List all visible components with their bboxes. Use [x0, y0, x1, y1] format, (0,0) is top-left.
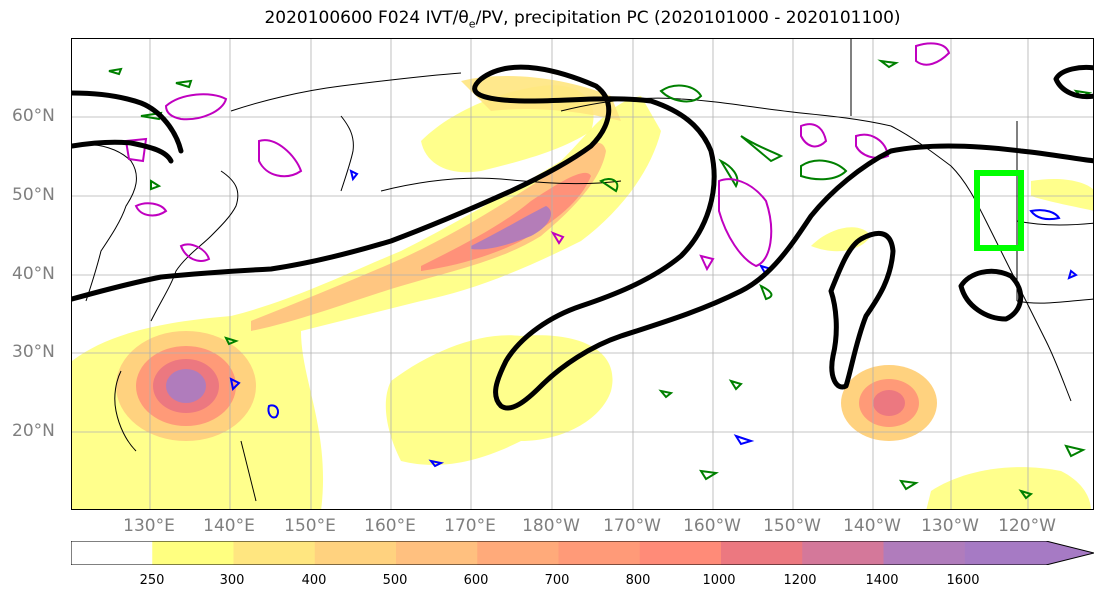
colorbar-tick-label: 400 [301, 573, 327, 588]
lon-label-170e: 170°E [444, 516, 496, 536]
colorbar-segment [477, 541, 559, 565]
map-gridlines [72, 39, 1093, 509]
colorbar-segment [964, 541, 1047, 565]
colorbar-segment [883, 541, 966, 565]
colorbar-outline [71, 541, 1094, 565]
colorbar-tick-label: 1000 [702, 573, 736, 588]
colorbar-segment [152, 541, 234, 565]
colorbar-tick-label: 1400 [865, 573, 899, 588]
colorbar [71, 541, 1094, 565]
lon-label-160e: 160°E [364, 516, 416, 536]
pv-contours [72, 64, 1093, 411]
plot-title: 2020100600 F024 IVT/θe/PV, precipitation… [264, 8, 901, 31]
colorbar-tick-label: 800 [625, 573, 651, 588]
colorbar-segments [71, 541, 1094, 565]
ivt-shading [72, 76, 1093, 509]
colorbar-segment [558, 541, 641, 565]
colorbar-tick-label: 300 [219, 573, 245, 588]
coastlines [72, 39, 1093, 502]
colorbar-segment [721, 541, 803, 565]
lat-label-60n: 60°N [12, 106, 55, 126]
lon-label-150w: 150°W [763, 516, 821, 536]
lon-label-140e: 140°E [203, 516, 255, 536]
target-region-box [974, 170, 1024, 251]
colorbar-tick-label: 1600 [946, 573, 980, 588]
lon-label-160w: 160°W [683, 516, 741, 536]
colorbar-tick-label: 700 [544, 573, 570, 588]
lat-label-50n: 50°N [12, 185, 55, 205]
theta-e-negative-contours [229, 169, 1078, 468]
colorbar-tick-label: 250 [139, 573, 165, 588]
lon-label-140w: 140°W [843, 516, 901, 536]
lon-label-130w: 130°W [921, 516, 979, 536]
colorbar-segment [71, 541, 153, 565]
map-canvas [72, 39, 1093, 509]
colorbar-extend-arrow [1046, 541, 1094, 565]
lon-label-150e: 150°E [284, 516, 336, 536]
colorbar-tick-label: 1200 [783, 573, 817, 588]
colorbar-tick-label: 600 [463, 573, 489, 588]
colorbar-segment [802, 541, 884, 565]
colorbar-segment [639, 541, 722, 565]
colorbar-segment [314, 541, 397, 565]
map-panel [71, 38, 1094, 510]
lon-label-170w: 170°W [603, 516, 661, 536]
lat-label-40n: 40°N [12, 264, 55, 284]
lat-label-30n: 30°N [12, 342, 55, 362]
lon-label-180w: 180°W [522, 516, 580, 536]
colorbar-segment [233, 541, 316, 565]
lat-label-20n: 20°N [12, 421, 55, 441]
colorbar-tick-label: 500 [382, 573, 408, 588]
colorbar-segment [396, 541, 478, 565]
pv-anomaly-contours [124, 42, 951, 272]
lon-label-130e: 130°E [123, 516, 175, 536]
lon-label-120w: 120°W [998, 516, 1056, 536]
